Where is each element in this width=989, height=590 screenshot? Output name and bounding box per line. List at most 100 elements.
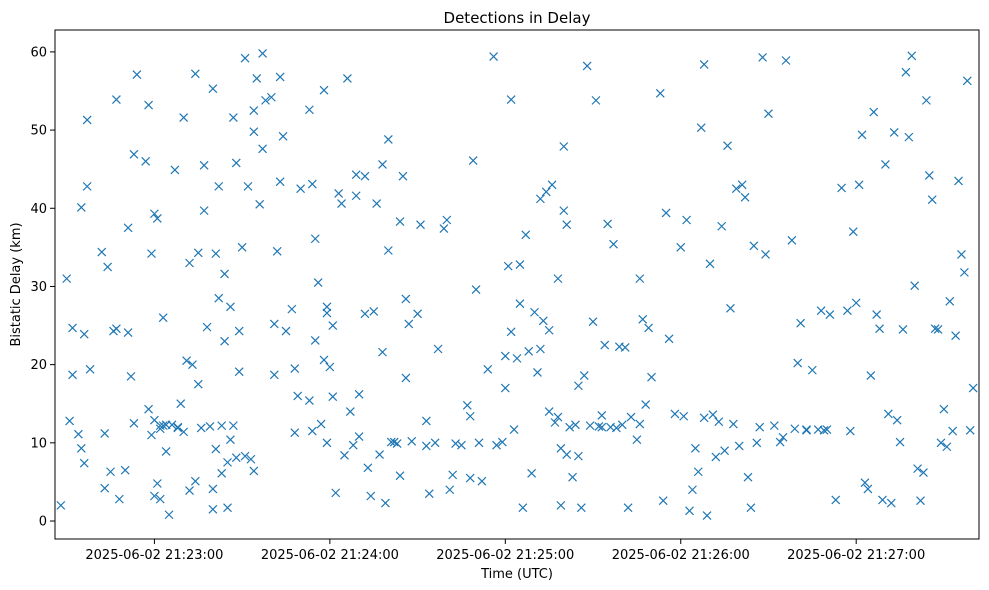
data-point — [895, 437, 905, 447]
data-point — [635, 274, 645, 284]
data-point — [167, 420, 177, 430]
data-point — [243, 181, 253, 191]
data-point — [246, 454, 256, 464]
data-point — [740, 192, 750, 202]
data-point — [196, 423, 206, 433]
data-point — [322, 302, 332, 312]
data-point — [126, 371, 136, 381]
data-point — [421, 441, 431, 451]
data-point — [202, 322, 212, 332]
data-point — [342, 74, 352, 83]
data-point — [351, 191, 361, 201]
data-point — [76, 443, 86, 453]
data-point — [319, 355, 329, 365]
data-point — [158, 421, 168, 431]
data-point — [869, 107, 879, 117]
data-point — [541, 187, 551, 197]
y-tick-label: 40 — [30, 202, 47, 217]
data-point — [851, 298, 861, 308]
data-point — [743, 472, 753, 482]
data-point — [854, 180, 864, 190]
data-point — [401, 294, 411, 304]
data-point — [465, 411, 475, 421]
data-point — [468, 156, 478, 165]
data-point — [457, 440, 466, 450]
data-point — [699, 59, 709, 69]
data-point — [764, 109, 773, 119]
data-point — [714, 417, 724, 427]
data-point — [144, 100, 153, 110]
x-tick-label: 2025-06-02 21:24:00 — [261, 548, 399, 563]
data-point — [392, 439, 402, 449]
data-point — [907, 51, 917, 61]
data-point — [524, 346, 534, 356]
data-point — [325, 362, 335, 372]
data-point — [76, 203, 86, 212]
data-point — [226, 302, 235, 312]
data-point — [518, 503, 528, 513]
data-point — [304, 396, 314, 406]
data-point — [562, 220, 572, 230]
data-point — [503, 261, 513, 271]
data-point — [62, 274, 72, 284]
data-point — [258, 49, 268, 58]
data-point — [945, 296, 955, 306]
data-point — [819, 425, 829, 435]
data-point — [416, 220, 425, 230]
data-point — [421, 416, 431, 426]
data-point — [123, 223, 133, 233]
data-point — [378, 347, 387, 357]
data-point — [638, 314, 648, 324]
data-point — [550, 418, 560, 427]
data-point — [249, 127, 259, 137]
data-point — [304, 105, 314, 115]
data-point — [100, 483, 110, 493]
data-point — [635, 419, 645, 429]
data-point — [626, 412, 636, 422]
data-point — [331, 488, 341, 498]
data-point — [506, 95, 516, 105]
data-point — [954, 176, 963, 186]
data-point — [924, 171, 934, 180]
data-point — [79, 329, 89, 339]
data-point — [878, 495, 887, 505]
data-point — [693, 467, 703, 477]
data-point — [100, 429, 110, 438]
data-point — [129, 149, 139, 159]
data-point — [790, 424, 800, 434]
data-point — [553, 412, 563, 422]
data-point — [383, 246, 393, 255]
data-point — [559, 142, 569, 151]
data-point — [217, 421, 227, 431]
data-point — [579, 371, 589, 381]
data-point — [193, 248, 203, 258]
data-point — [535, 344, 545, 354]
data-point — [439, 224, 449, 234]
data-point — [962, 76, 972, 86]
data-point — [959, 267, 969, 277]
data-point — [132, 70, 142, 79]
data-point — [664, 334, 674, 344]
data-point — [190, 69, 200, 79]
y-tick-label: 30 — [30, 280, 47, 295]
data-point — [231, 158, 241, 168]
data-point — [609, 239, 618, 249]
data-point — [220, 336, 230, 346]
data-point — [571, 420, 580, 430]
data-point — [73, 429, 83, 439]
data-point — [269, 370, 279, 380]
data-point — [483, 364, 493, 374]
data-point — [217, 468, 227, 478]
data-point — [287, 304, 297, 314]
data-point — [594, 421, 604, 431]
data-point — [968, 383, 978, 393]
data-point — [576, 503, 586, 513]
data-point — [68, 370, 77, 380]
data-point — [755, 422, 765, 432]
data-point — [398, 171, 408, 181]
data-point — [892, 415, 902, 425]
y-tick-label: 50 — [30, 124, 47, 139]
data-point — [822, 425, 832, 434]
data-point — [603, 219, 613, 229]
